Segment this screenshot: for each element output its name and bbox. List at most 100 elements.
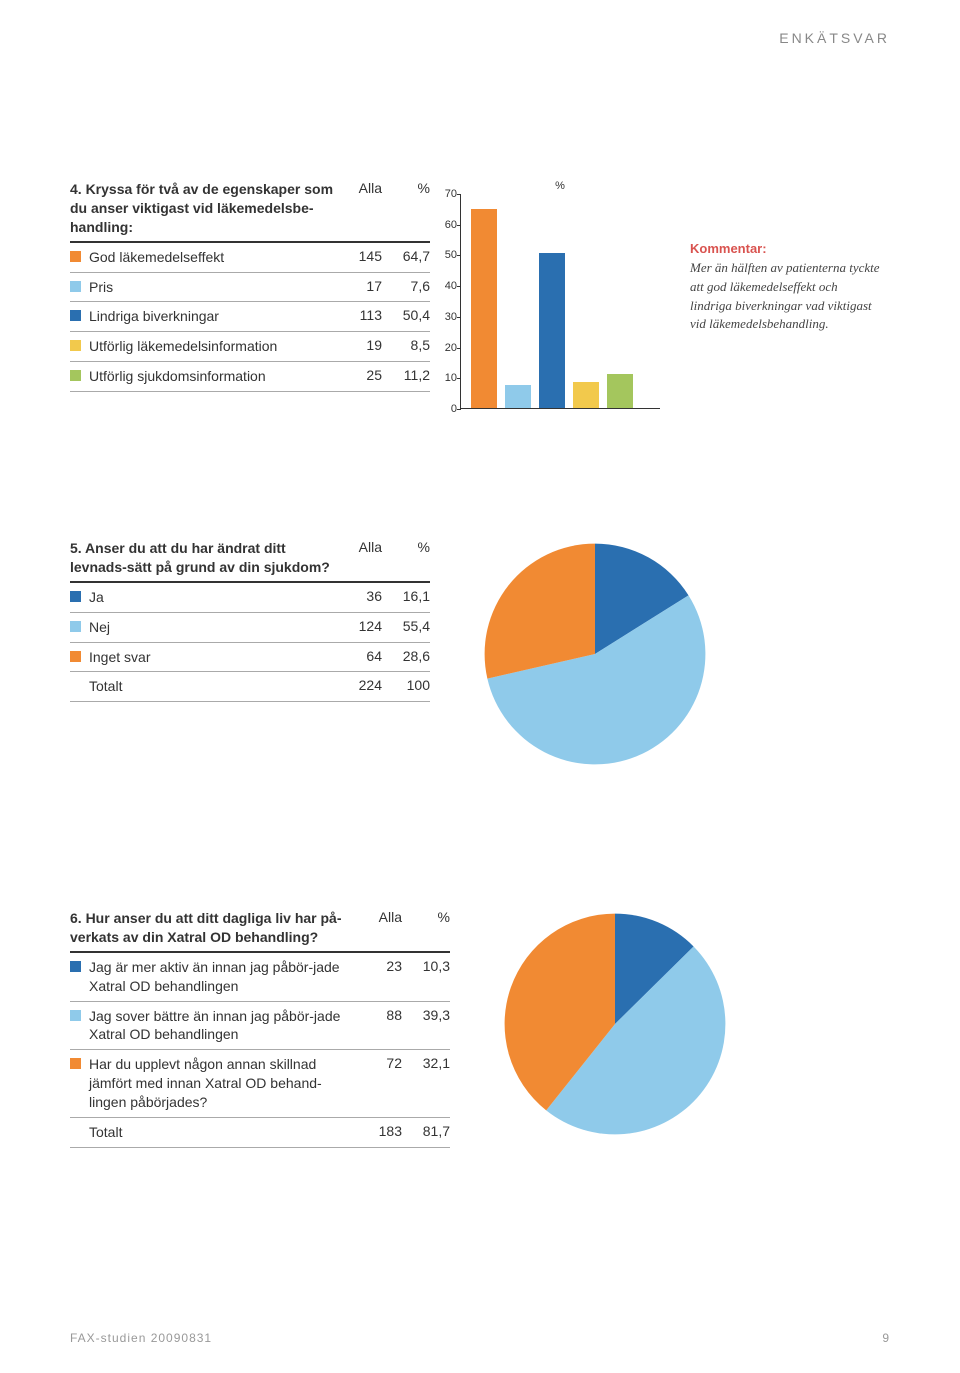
table-row: Har du upplevt någon annan skillnad jämf…	[70, 1050, 450, 1118]
row-value-count: 72	[354, 1055, 402, 1071]
table-row: Utförlig sjukdomsinformation2511,2	[70, 362, 430, 392]
table-row: Utförlig läkemedelsinformation198,5	[70, 332, 430, 362]
row-label: Inget svar	[89, 648, 334, 667]
q4-table: 4. Kryssa för två av de egenskaper som d…	[70, 180, 430, 409]
footer-left: FAX-studien 20090831	[70, 1331, 212, 1345]
y-tick-label: 70	[439, 188, 457, 200]
row-value-pct: 11,2	[382, 367, 430, 383]
row-value-pct: 28,6	[382, 648, 430, 664]
row-value-pct: 100	[382, 677, 430, 693]
row-value-pct: 16,1	[382, 588, 430, 604]
q5-col-alla: Alla	[334, 539, 382, 555]
bar	[539, 253, 565, 408]
q5-pie-chart	[480, 539, 710, 769]
legend-swatch	[70, 961, 81, 972]
legend-swatch	[70, 1058, 81, 1069]
row-value-count: 64	[334, 648, 382, 664]
table-row: Jag är mer aktiv än innan jag påbör-jade…	[70, 953, 450, 1002]
row-value-pct: 8,5	[382, 337, 430, 353]
y-tick-mark	[457, 194, 461, 195]
table-row: Nej12455,4	[70, 613, 430, 643]
page-footer: FAX-studien 20090831 9	[70, 1331, 890, 1345]
y-tick-mark	[457, 409, 461, 410]
row-value-pct: 7,6	[382, 278, 430, 294]
y-tick-label: 30	[439, 311, 457, 323]
row-label: Nej	[89, 618, 334, 637]
row-value-count: 88	[354, 1007, 402, 1023]
q4-col-pct: %	[382, 180, 430, 196]
row-value-pct: 32,1	[402, 1055, 450, 1071]
legend-swatch	[70, 591, 81, 602]
y-tick-mark	[457, 255, 461, 256]
row-value-pct: 10,3	[402, 958, 450, 974]
row-value-pct: 64,7	[382, 248, 430, 264]
question-4-section: 4. Kryssa för två av de egenskaper som d…	[70, 180, 890, 409]
row-value-count: 25	[334, 367, 382, 383]
q6-pie-chart	[500, 909, 730, 1139]
row-value-count: 124	[334, 618, 382, 634]
bar-chart-plot: 010203040506070	[460, 194, 660, 409]
y-tick-label: 10	[439, 372, 457, 384]
row-label: Utförlig läkemedelsinformation	[89, 337, 334, 356]
q6-title: 6. Hur anser du att ditt dagliga liv har…	[70, 909, 354, 947]
page-header-tag: ENKÄTSVAR	[779, 30, 890, 46]
comment-label: Kommentar:	[690, 241, 767, 256]
q4-comment: Kommentar: Mer än hälften av patienterna…	[690, 240, 880, 409]
row-value-pct: 39,3	[402, 1007, 450, 1023]
y-tick-label: 40	[439, 280, 457, 292]
q6-col-pct: %	[402, 909, 450, 925]
q4-bar-chart: % 010203040506070	[460, 180, 660, 409]
table-row: Totalt18381,7	[70, 1118, 450, 1148]
bar	[471, 209, 497, 408]
footer-right: 9	[882, 1331, 890, 1345]
legend-swatch	[70, 251, 81, 262]
row-value-pct: 50,4	[382, 307, 430, 323]
q6-col-alla: Alla	[354, 909, 402, 925]
bar-chart-unit: %	[460, 180, 660, 192]
legend-swatch	[70, 1010, 81, 1021]
row-value-count: 224	[334, 677, 382, 693]
row-value-count: 145	[334, 248, 382, 264]
y-tick-mark	[457, 225, 461, 226]
row-label: Pris	[89, 278, 334, 297]
row-value-count: 113	[334, 307, 382, 323]
row-label: Jag sover bättre än innan jag påbör-jade…	[89, 1007, 354, 1045]
row-value-count: 17	[334, 278, 382, 294]
question-5-section: 5. Anser du att du har ändrat ditt levna…	[70, 539, 890, 769]
row-label: Totalt	[89, 677, 334, 696]
table-row: Pris177,6	[70, 273, 430, 303]
q5-col-pct: %	[382, 539, 430, 555]
row-value-count: 23	[354, 958, 402, 974]
row-value-count: 19	[334, 337, 382, 353]
legend-swatch	[70, 310, 81, 321]
y-tick-mark	[457, 378, 461, 379]
y-tick-mark	[457, 286, 461, 287]
row-label: Utförlig sjukdomsinformation	[89, 367, 334, 386]
table-row: Jag sover bättre än innan jag påbör-jade…	[70, 1002, 450, 1051]
legend-swatch-empty	[70, 677, 81, 688]
row-label: God läkemedelseffekt	[89, 248, 334, 267]
bar	[573, 382, 599, 408]
table-row: Lindriga biverkningar11350,4	[70, 302, 430, 332]
table-row: Ja3616,1	[70, 583, 430, 613]
q5-title: 5. Anser du att du har ändrat ditt levna…	[70, 539, 334, 577]
q6-table: 6. Hur anser du att ditt dagliga liv har…	[70, 909, 450, 1148]
row-label: Lindriga biverkningar	[89, 307, 334, 326]
table-row: Inget svar6428,6	[70, 643, 430, 673]
legend-swatch-empty	[70, 1123, 81, 1134]
y-tick-label: 50	[439, 249, 457, 261]
row-label: Har du upplevt någon annan skillnad jämf…	[89, 1055, 354, 1112]
legend-swatch	[70, 621, 81, 632]
q5-table: 5. Anser du att du har ändrat ditt levna…	[70, 539, 430, 769]
row-label: Jag är mer aktiv än innan jag påbör-jade…	[89, 958, 354, 996]
row-value-pct: 81,7	[402, 1123, 450, 1139]
legend-swatch	[70, 370, 81, 381]
bar	[607, 374, 633, 408]
table-row: God läkemedelseffekt14564,7	[70, 243, 430, 273]
q4-col-alla: Alla	[334, 180, 382, 196]
row-value-count: 36	[334, 588, 382, 604]
row-label: Ja	[89, 588, 334, 607]
comment-text: Mer än hälften av patienterna tyckte att…	[690, 260, 880, 332]
row-label: Totalt	[89, 1123, 354, 1142]
y-tick-label: 0	[439, 403, 457, 415]
